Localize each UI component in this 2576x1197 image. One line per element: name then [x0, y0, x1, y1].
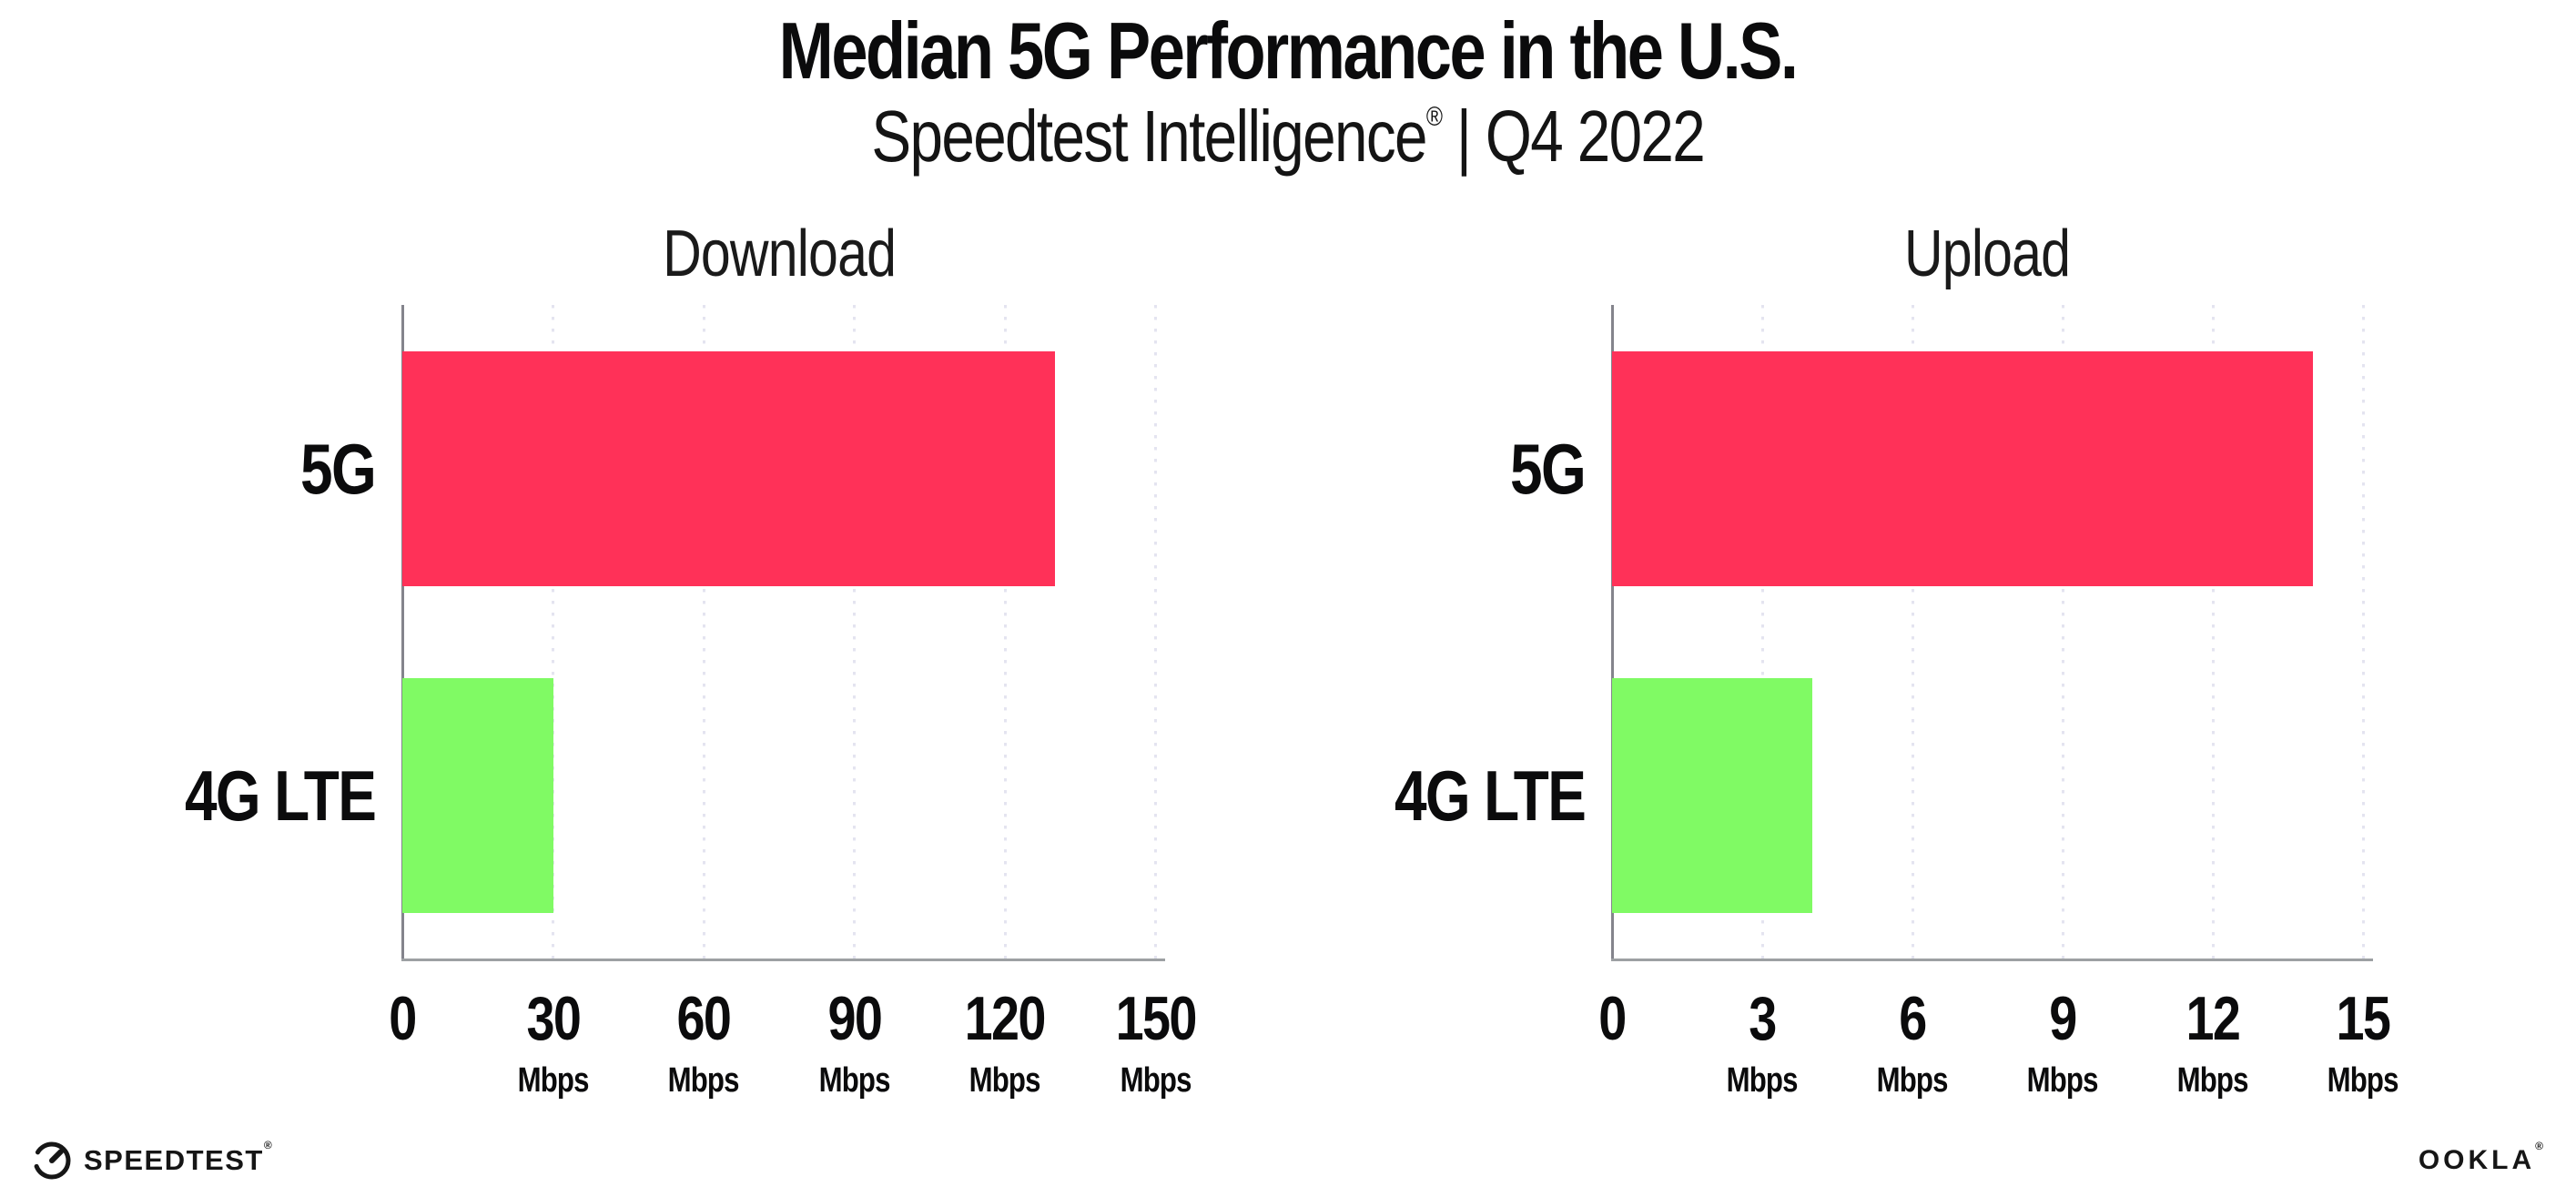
- category-label-4g-lte-download: 4G LTE: [184, 755, 377, 836]
- gridline-upload-15: [2361, 305, 2365, 959]
- gridline-download-150: [1154, 305, 1157, 959]
- gridline-upload-12: [2211, 305, 2215, 959]
- tick-label-upload-12: 12: [2186, 984, 2241, 1053]
- tick-unit-download-30: Mbps: [517, 1061, 589, 1100]
- tick-label-upload-9: 9: [2049, 984, 2077, 1053]
- gridline-upload-6: [1911, 305, 1914, 959]
- speedtest-logo: SPEEDTEST®: [31, 1139, 274, 1182]
- registered-mark-icon: ®: [263, 1139, 274, 1151]
- bar-5g-upload: [1612, 351, 2313, 586]
- tick-unit-upload-9: Mbps: [2026, 1061, 2099, 1100]
- ookla-logo: OOKLA®: [2418, 1140, 2547, 1176]
- gridline-upload-9: [2061, 305, 2064, 959]
- tick-label-download-0: 0: [389, 984, 417, 1053]
- tick-label-download-120: 120: [964, 984, 1047, 1053]
- tick-unit-upload-12: Mbps: [2176, 1061, 2249, 1100]
- ookla-wordmark: OOKLA®: [2418, 1140, 2547, 1175]
- tick-unit-download-150: Mbps: [1120, 1061, 1192, 1100]
- speedtest-wordmark: SPEEDTEST®: [84, 1139, 274, 1176]
- bar-4g-lte-download: [402, 678, 553, 913]
- x-axis-download: [401, 958, 1165, 961]
- tick-label-upload-15: 15: [2336, 984, 2391, 1053]
- tick-label-download-30: 30: [526, 984, 581, 1053]
- tick-unit-download-60: Mbps: [667, 1061, 740, 1100]
- tick-label-upload-3: 3: [1749, 984, 1777, 1053]
- tick-unit-upload-6: Mbps: [1876, 1061, 1949, 1100]
- tick-label-download-90: 90: [827, 984, 882, 1053]
- bar-4g-lte-upload: [1612, 678, 1812, 913]
- panel-title-download: Download: [662, 218, 897, 290]
- tick-unit-download-120: Mbps: [969, 1061, 1041, 1100]
- category-label-5g-upload: 5G: [1509, 428, 1587, 509]
- tick-unit-download-90: Mbps: [818, 1061, 890, 1100]
- x-axis-upload: [1610, 958, 2373, 961]
- tick-unit-upload-15: Mbps: [2327, 1061, 2399, 1100]
- tick-label-download-150: 150: [1115, 984, 1197, 1053]
- gridline-download-60: [702, 305, 705, 959]
- tick-label-download-60: 60: [676, 984, 732, 1053]
- subtitle-brand: Speedtest Intelligence: [871, 96, 1428, 177]
- registered-mark-icon: ®: [2535, 1140, 2547, 1152]
- registered-mark-icon: ®: [1426, 102, 1443, 132]
- tick-unit-upload-3: Mbps: [1726, 1061, 1799, 1100]
- tick-label-upload-6: 6: [1899, 984, 1927, 1053]
- gridline-upload-3: [1760, 305, 1764, 959]
- gridline-download-30: [552, 305, 554, 959]
- gridline-download-120: [1003, 305, 1007, 959]
- bar-5g-download: [402, 351, 1056, 586]
- tick-label-upload-0: 0: [1598, 984, 1627, 1053]
- category-label-4g-lte-upload: 4G LTE: [1394, 755, 1587, 836]
- subtitle-period: | Q4 2022: [1441, 96, 1706, 177]
- category-label-5g-download: 5G: [299, 428, 377, 509]
- y-axis-upload: [1610, 305, 1614, 959]
- page-subtitle: Speedtest Intelligence® | Q4 2022: [0, 96, 2576, 177]
- speedtest-gauge-icon: [33, 1141, 71, 1180]
- page-title: Median 5G Performance in the U.S.: [779, 5, 1799, 96]
- gridline-download-90: [853, 305, 856, 959]
- panel-title-upload: Upload: [1904, 218, 2071, 290]
- y-axis-download: [401, 305, 404, 959]
